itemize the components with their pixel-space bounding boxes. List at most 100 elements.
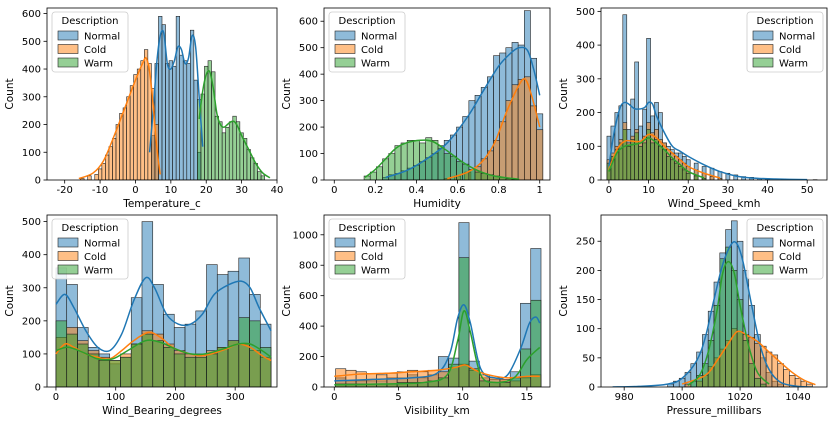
x-tick-label: 1000 — [669, 392, 694, 403]
legend-label-warm: Warm — [84, 59, 113, 70]
y-tick-label: 400 — [576, 41, 595, 52]
legend-swatch-cold — [334, 44, 356, 54]
y-tick-label: 500 — [22, 217, 41, 228]
legend-swatch-normal — [334, 30, 356, 41]
bar-warm — [674, 162, 679, 180]
y-tick-label: 600 — [299, 291, 318, 302]
bar-cold — [536, 129, 544, 180]
y-tick-label: 0 — [35, 383, 41, 394]
bar-cold — [129, 85, 134, 180]
kde-line-warm — [198, 70, 271, 179]
subplot-2: 0 0.2 0.4 0.6 0.8 1 0 100 200 300 400 500 600 Humidit… — [281, 7, 551, 210]
legend: Description Normal Cold Warm — [746, 218, 824, 280]
legend-label-cold: Cold — [84, 45, 106, 56]
x-tick-label: 0.8 — [491, 185, 507, 196]
kde-line-cold — [78, 56, 161, 180]
x-tick-label: 0.4 — [409, 185, 425, 196]
y-tick-label: 300 — [22, 92, 41, 103]
x-tick-label: 1040 — [785, 392, 810, 403]
legend-label-warm: Warm — [84, 266, 113, 277]
bar-warm — [238, 317, 250, 387]
bar-warm — [239, 132, 244, 180]
x-tick-label: 30 — [235, 185, 248, 196]
bar-warm — [413, 140, 420, 180]
x-tick-label: 200 — [166, 392, 185, 403]
bar-warm — [630, 139, 636, 180]
y-tick-label: 0 — [589, 176, 595, 187]
axes-frame — [323, 214, 551, 388]
bar-warm — [257, 171, 262, 180]
y-tick-label: 500 — [576, 7, 595, 18]
bar-cold — [136, 68, 142, 180]
x-axis-label: Visibility_km — [404, 405, 470, 417]
bar-warm — [55, 320, 68, 387]
legend-label-warm: Warm — [361, 59, 390, 70]
axes-frame — [600, 7, 828, 181]
bar-warm — [66, 333, 78, 387]
bar-warm — [246, 149, 251, 180]
x-axis-label: Temperature_c — [122, 198, 201, 210]
legend-swatch-warm — [334, 264, 356, 275]
x-tick-label: 15 — [521, 392, 534, 403]
bar-cold — [493, 140, 500, 180]
legend-box — [328, 218, 406, 280]
y-tick-label: 0 — [312, 176, 318, 187]
y-tick-label: 250 — [576, 237, 595, 248]
bar-normal — [172, 65, 177, 180]
bar-warm — [650, 142, 655, 180]
bar-warm — [634, 132, 639, 180]
bar-normal — [634, 61, 639, 180]
bar-warm — [530, 299, 542, 387]
legend-title: Description — [62, 16, 119, 27]
legend-swatch-cold — [752, 251, 774, 261]
bar-warm — [431, 140, 439, 180]
bar-warm — [719, 258, 726, 387]
x-tick-label: 1020 — [727, 392, 752, 403]
bar-cold — [108, 146, 113, 180]
legend-label-normal: Normal — [84, 239, 120, 250]
legend: Description Normal Cold Warm — [328, 11, 406, 73]
bar-warm — [152, 340, 164, 387]
y-tick-label: 400 — [299, 70, 318, 81]
x-tick-label: 0.6 — [450, 185, 466, 196]
bar-warm — [642, 142, 647, 180]
y-tick-label: 100 — [576, 142, 595, 153]
kde-line-warm — [364, 139, 520, 180]
axes-frame — [323, 7, 551, 181]
x-axis-label: Humidity — [413, 198, 461, 210]
bar-warm — [163, 347, 175, 387]
subplot-3: 0 10 20 30 40 500100200300400500Wind_Speed_km… — [558, 7, 828, 210]
x-tick-label: 300 — [226, 392, 245, 403]
bar-cold — [709, 176, 715, 180]
bar-normal — [733, 174, 739, 180]
legend-swatch-cold — [57, 44, 79, 54]
x-tick-label: 980 — [615, 392, 634, 403]
bar-normal — [186, 63, 191, 180]
bar-warm — [406, 140, 414, 180]
y-tick-label: 150 — [576, 295, 595, 306]
y-axis-label: Count — [281, 78, 293, 109]
bar-warm — [214, 115, 219, 180]
x-tick-label: 50 — [801, 185, 814, 196]
legend-label-warm: Warm — [779, 59, 808, 70]
x-axis-label: Wind_Bearing_degrees — [102, 405, 222, 417]
plot-area — [612, 220, 816, 387]
y-tick-label: 1000 — [293, 230, 318, 241]
y-tick-label: 300 — [299, 96, 318, 107]
bar-warm — [195, 356, 207, 387]
y-tick-label: 400 — [22, 65, 41, 76]
bar-warm — [638, 145, 643, 180]
bar-warm — [98, 360, 111, 387]
legend-swatch-normal — [752, 30, 774, 41]
y-tick-label: 600 — [299, 17, 318, 28]
legend-box — [746, 11, 824, 73]
bar-normal — [175, 16, 180, 180]
y-axis-label: Count — [281, 285, 293, 316]
axes-frame — [46, 214, 278, 388]
bar-cold — [98, 168, 103, 180]
kde-line-warm — [334, 310, 541, 386]
legend-swatch-normal — [57, 237, 79, 248]
bar-warm — [458, 257, 470, 387]
kde-line-normal — [608, 101, 808, 180]
